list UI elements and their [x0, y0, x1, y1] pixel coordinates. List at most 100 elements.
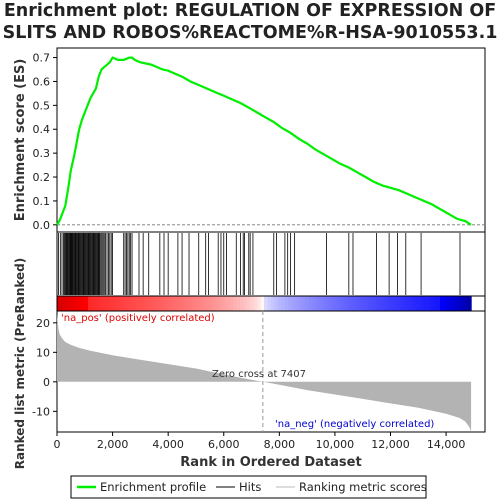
colorbar-segment	[91, 296, 96, 311]
colorbar-segment	[226, 296, 231, 311]
xtick-label: 14,000	[427, 438, 466, 451]
ranking-colorbar	[56, 295, 486, 312]
colorbar-segment	[450, 296, 455, 311]
colorbar-segment	[322, 296, 327, 311]
colorbar-segment	[422, 296, 427, 311]
colorbar-segment	[346, 296, 351, 311]
xtick-label: 0	[54, 438, 61, 451]
es-plot-frame	[56, 47, 486, 233]
es-ytick-label: 0.6	[33, 75, 51, 88]
colorbar-segment	[153, 296, 158, 311]
na-neg-label: 'na_neg' (negatively correlated)	[275, 419, 434, 430]
colorbar-segment	[67, 296, 72, 311]
colorbar-segment	[174, 296, 179, 311]
colorbar-segment	[232, 296, 238, 311]
colorbar-segment	[243, 296, 248, 311]
colorbar-segment	[312, 296, 317, 311]
colorbar-segment	[436, 296, 441, 311]
colorbar-segment	[374, 296, 379, 311]
ranked-metric-panel: -10 0 10 20 'na_pos' (positively correlated)…	[13, 258, 486, 470]
colorbar-segment	[440, 296, 445, 311]
colorbar-segment	[253, 296, 258, 311]
colorbar-segment	[329, 296, 334, 311]
colorbar-segment	[367, 296, 372, 311]
colorbar-segment	[350, 296, 355, 311]
xtick-label: 8,000	[264, 438, 296, 451]
colorbar-segment	[57, 296, 62, 311]
colorbar-segment	[308, 296, 313, 311]
xtick-label: 4,000	[152, 438, 184, 451]
colorbar-segment	[339, 296, 345, 311]
colorbar-segment	[395, 296, 400, 311]
colorbar-segment	[63, 296, 68, 311]
colorbar-segment	[250, 296, 255, 311]
colorbar-segment	[205, 296, 210, 311]
colorbar-segment	[181, 296, 186, 311]
colorbar-segment	[112, 296, 117, 311]
colorbar-segment	[94, 296, 100, 311]
es-ytick-label: 0.7	[33, 52, 51, 65]
colorbar-segment	[415, 296, 420, 311]
colorbar-segment	[377, 296, 382, 311]
legend-enrichment-label: Enrichment profile	[100, 480, 206, 494]
colorbar-segment	[357, 296, 362, 311]
colorbar-segment	[274, 296, 279, 311]
colorbar-segment	[291, 296, 296, 311]
colorbar-segment	[98, 296, 103, 311]
metric-ytick-label: 0	[43, 376, 50, 389]
xtick-label: 12,000	[371, 438, 410, 451]
colorbar-segment	[215, 296, 220, 311]
colorbar-segment	[305, 296, 310, 311]
colorbar-segment	[405, 296, 410, 311]
metric-ytick-label: 20	[36, 317, 50, 330]
colorbar-segment	[157, 296, 162, 311]
colorbar-segment	[371, 296, 376, 311]
colorbar-segment	[295, 296, 300, 311]
colorbar-segment	[419, 296, 424, 311]
colorbar-segment	[70, 296, 75, 311]
colorbar-segment	[101, 296, 106, 311]
es-ylabel: Enrichment score (ES)	[13, 59, 28, 222]
colorbar-segment	[198, 296, 203, 311]
chart-title: Enrichment plot: REGULATION OF EXPRESSIO…	[0, 0, 500, 44]
colorbar-segment	[315, 296, 320, 311]
metric-ytick-label: 10	[36, 346, 50, 359]
es-ytick-label: 0.0	[33, 219, 51, 232]
colorbar-segment	[260, 296, 265, 311]
colorbar-segment	[426, 296, 431, 311]
colorbar-segment	[277, 296, 282, 311]
colorbar-segment	[270, 296, 276, 311]
colorbar-segment	[188, 296, 193, 311]
colorbar-segment	[139, 296, 144, 311]
legend-metric-label: Ranking metric scores	[299, 480, 427, 494]
chart-title-line-2: SLITS AND ROBOS%REACTOME%R-HSA-9010553.1	[2, 23, 498, 43]
na-pos-label: 'na_pos' (positively correlated)	[61, 313, 215, 324]
colorbar-segment	[219, 296, 224, 311]
colorbar-segment	[212, 296, 217, 311]
colorbar-segment	[105, 296, 110, 311]
colorbar-segment	[391, 296, 396, 311]
zero-cross-label: Zero cross at 7407	[212, 369, 306, 380]
colorbar-segment	[146, 296, 151, 311]
ranking-metric-area	[57, 314, 472, 432]
legend-hits-label: Hits	[239, 480, 261, 494]
xtick-label: 2,000	[97, 438, 129, 451]
colorbar-segment	[388, 296, 393, 311]
colorbar-segment	[353, 296, 358, 311]
colorbar-segment	[195, 296, 200, 311]
colorbar-segment	[284, 296, 289, 311]
colorbar-segment	[208, 296, 213, 311]
colorbar-segment	[136, 296, 141, 311]
colorbar-segment	[184, 296, 189, 311]
es-ytick-label: 0.2	[33, 171, 51, 184]
colorbar-segment	[398, 296, 403, 311]
colorbar-segment	[129, 296, 134, 311]
colorbar-segment	[167, 296, 172, 311]
colorbar-segment	[433, 296, 438, 311]
colorbar-segment	[160, 296, 165, 311]
colorbar-segment	[364, 296, 369, 311]
colorbar-segment	[77, 296, 82, 311]
colorbar-segment	[201, 296, 206, 311]
colorbar-segment	[319, 296, 324, 311]
